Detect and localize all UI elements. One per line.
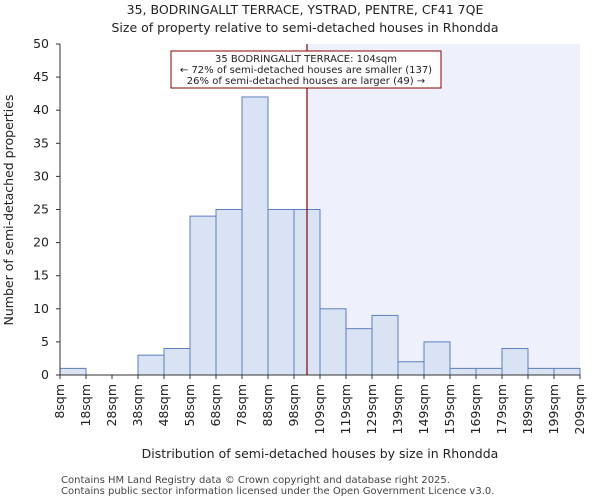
x-tick-label-18sqm: 18sqm (78, 384, 93, 427)
x-tick-label-28sqm: 28sqm (104, 384, 119, 427)
y-tick-label-5: 5 (41, 334, 49, 349)
bar-58sqm (189, 215, 217, 376)
y-tick-label-20: 20 (33, 235, 49, 250)
x-tick-label-48sqm: 48sqm (156, 384, 171, 427)
annotation: 35 BODRINGALLT TERRACE: 104sqm ← 72% of … (170, 50, 442, 89)
annotation-line-2: ← 72% of semi-detached houses are smalle… (180, 65, 432, 76)
y-tick-label-15: 15 (33, 268, 49, 283)
plot-area: 0 5 10 15 20 25 30 35 40 45 50 8sqm 18sqm 28sqm 38sqm 4… (33, 36, 587, 434)
annotation-line-1: 35 BODRINGALLT TERRACE: 104sqm (215, 54, 397, 65)
x-tick-label-119sqm: 119sqm (338, 384, 353, 434)
bar-78sqm (241, 96, 269, 376)
y-tick-label-35: 35 (33, 135, 49, 150)
bar-179sqm (501, 348, 529, 376)
y-tick-label-0: 0 (41, 367, 49, 382)
y-tick-label-50: 50 (33, 36, 49, 51)
y-tick-label-10: 10 (33, 301, 49, 316)
x-tick-label-38sqm: 38sqm (130, 384, 145, 427)
x-tick-label-179sqm: 179sqm (494, 384, 509, 434)
footer-line-2: Contains public sector information licen… (61, 486, 494, 497)
x-tick-label-189sqm: 189sqm (520, 384, 535, 434)
bar-129sqm (371, 314, 399, 376)
y-tick-label-45: 45 (33, 69, 49, 84)
bar-199sqm (553, 367, 581, 376)
bar-8sqm (59, 367, 87, 376)
bar-149sqm (423, 341, 451, 376)
larger-region (307, 44, 580, 375)
y-tick-label-30: 30 (33, 168, 49, 183)
bar-139sqm (397, 361, 425, 376)
x-tick-label-98sqm: 98sqm (286, 384, 301, 427)
x-tick-label-149sqm: 149sqm (416, 384, 431, 434)
x-tick-label-58sqm: 58sqm (182, 384, 197, 427)
x-tick-label-68sqm: 68sqm (208, 384, 223, 427)
annotation-box (170, 50, 442, 89)
bar-109sqm (319, 308, 347, 376)
chart-title: 35, BODRINGALLT TERRACE, YSTRAD, PENTRE,… (127, 2, 484, 17)
bar-88sqm (267, 209, 295, 376)
x-tick-label-169sqm: 169sqm (468, 384, 483, 434)
x-tick-label-78sqm: 78sqm (234, 384, 249, 427)
x-tick-label-129sqm: 129sqm (364, 384, 379, 434)
x-axis-title: Distribution of semi-detached houses by … (142, 446, 499, 461)
chart-subtitle: Size of property relative to semi-detach… (112, 20, 499, 35)
bar-159sqm (449, 367, 477, 376)
bar-119sqm (345, 328, 373, 376)
y-tick-label-25: 25 (33, 202, 49, 217)
x-tick-label-88sqm: 88sqm (260, 384, 275, 427)
y-tick-label-40: 40 (33, 102, 49, 117)
y-axis-title: Number of semi-detached properties (1, 95, 16, 326)
bar-169sqm (475, 367, 503, 376)
annotation-line-3: 26% of semi-detached houses are larger (… (187, 76, 425, 87)
x-tick-label-209sqm: 209sqm (572, 384, 587, 434)
bar-38sqm (137, 354, 165, 376)
x-tick-label-8sqm: 8sqm (52, 384, 67, 419)
x-tick-label-159sqm: 159sqm (442, 384, 457, 434)
x-tick-label-199sqm: 199sqm (546, 384, 561, 434)
bar-189sqm (527, 367, 555, 376)
x-tick-label-109sqm: 109sqm (312, 384, 327, 434)
footer-line-1: Contains HM Land Registry data © Crown c… (61, 475, 450, 486)
bar-48sqm (163, 348, 191, 376)
x-tick-label-139sqm: 139sqm (390, 384, 405, 434)
bar-68sqm (215, 209, 243, 376)
